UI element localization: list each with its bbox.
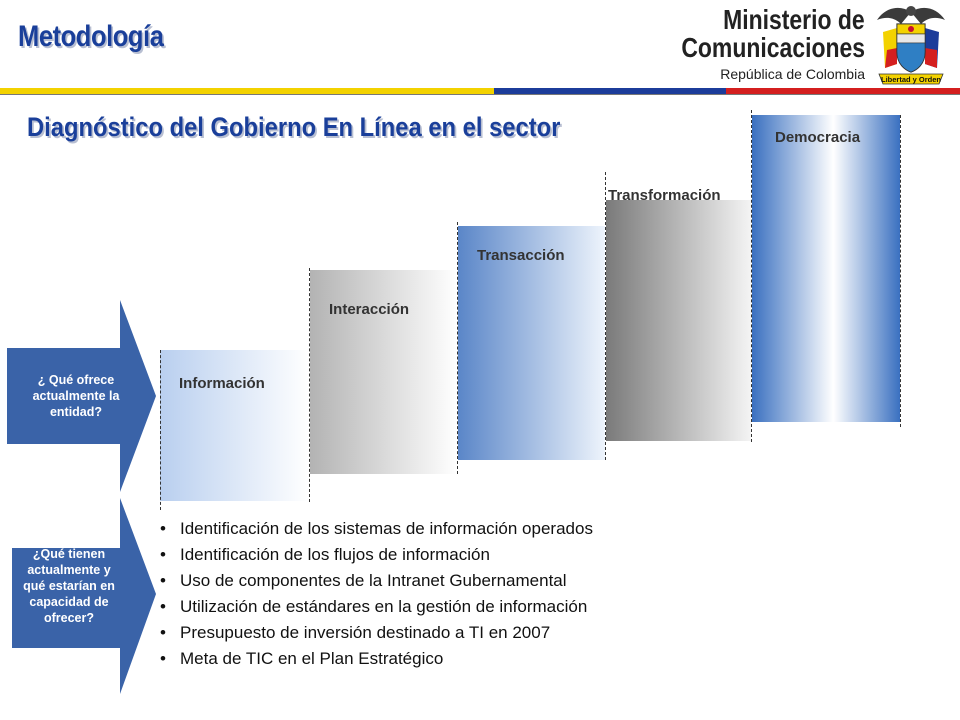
list-item: Presupuesto de inversión destinado a TI … bbox=[160, 620, 593, 646]
capacity-arrow-shape bbox=[12, 498, 156, 694]
ministry-name-line1: Ministerio de bbox=[723, 4, 865, 35]
capacity-question: ¿Qué tienen actualmente y qué estarían e… bbox=[23, 547, 115, 625]
step-label: Transacción bbox=[477, 247, 565, 264]
header-divider bbox=[0, 94, 960, 95]
step-interaccion bbox=[310, 270, 457, 474]
step-label: Democracia bbox=[775, 129, 861, 146]
ministry-country: República de Colombia bbox=[720, 66, 865, 82]
offer-question: ¿ Qué ofrece actualmente la entidad? bbox=[32, 373, 120, 419]
step-divider bbox=[751, 110, 752, 442]
step-informacion bbox=[160, 350, 309, 501]
flag-band-red bbox=[726, 88, 960, 94]
bullet-list: Identificación de los sistemas de inform… bbox=[160, 516, 593, 672]
list-item: Uso de componentes de la Intranet Gubern… bbox=[160, 568, 593, 594]
offer-arrow-shape bbox=[7, 300, 156, 492]
coat-of-arms-icon: Libertad y Orden bbox=[877, 6, 945, 85]
step-label: Transformación bbox=[608, 187, 721, 204]
list-item: Identificación de los sistemas de inform… bbox=[160, 516, 593, 542]
step-transaccion bbox=[458, 226, 605, 460]
emblem-motto: Libertad y Orden bbox=[881, 75, 941, 84]
section-title: Metodología bbox=[18, 20, 164, 53]
diagram-title: Diagnóstico del Gobierno En Línea en el … bbox=[27, 112, 561, 142]
list-item: Utilización de estándares en la gestión … bbox=[160, 594, 593, 620]
step-divider bbox=[900, 115, 901, 427]
list-item: Meta de TIC en el Plan Estratégico bbox=[160, 646, 593, 672]
flag-band-blue bbox=[494, 88, 726, 94]
ministry-name-line2: Comunicaciones bbox=[681, 32, 865, 63]
list-item: Identificación de los flujos de informac… bbox=[160, 542, 593, 568]
step-divider bbox=[309, 268, 310, 502]
step-label: Información bbox=[179, 375, 265, 392]
step-divider bbox=[605, 172, 606, 460]
step-transformacion bbox=[606, 200, 751, 441]
step-divider bbox=[160, 350, 161, 510]
step-democracia bbox=[752, 115, 900, 422]
arrows-graphic bbox=[7, 300, 156, 694]
step-divider bbox=[457, 222, 458, 474]
step-label: Interacción bbox=[329, 301, 410, 318]
